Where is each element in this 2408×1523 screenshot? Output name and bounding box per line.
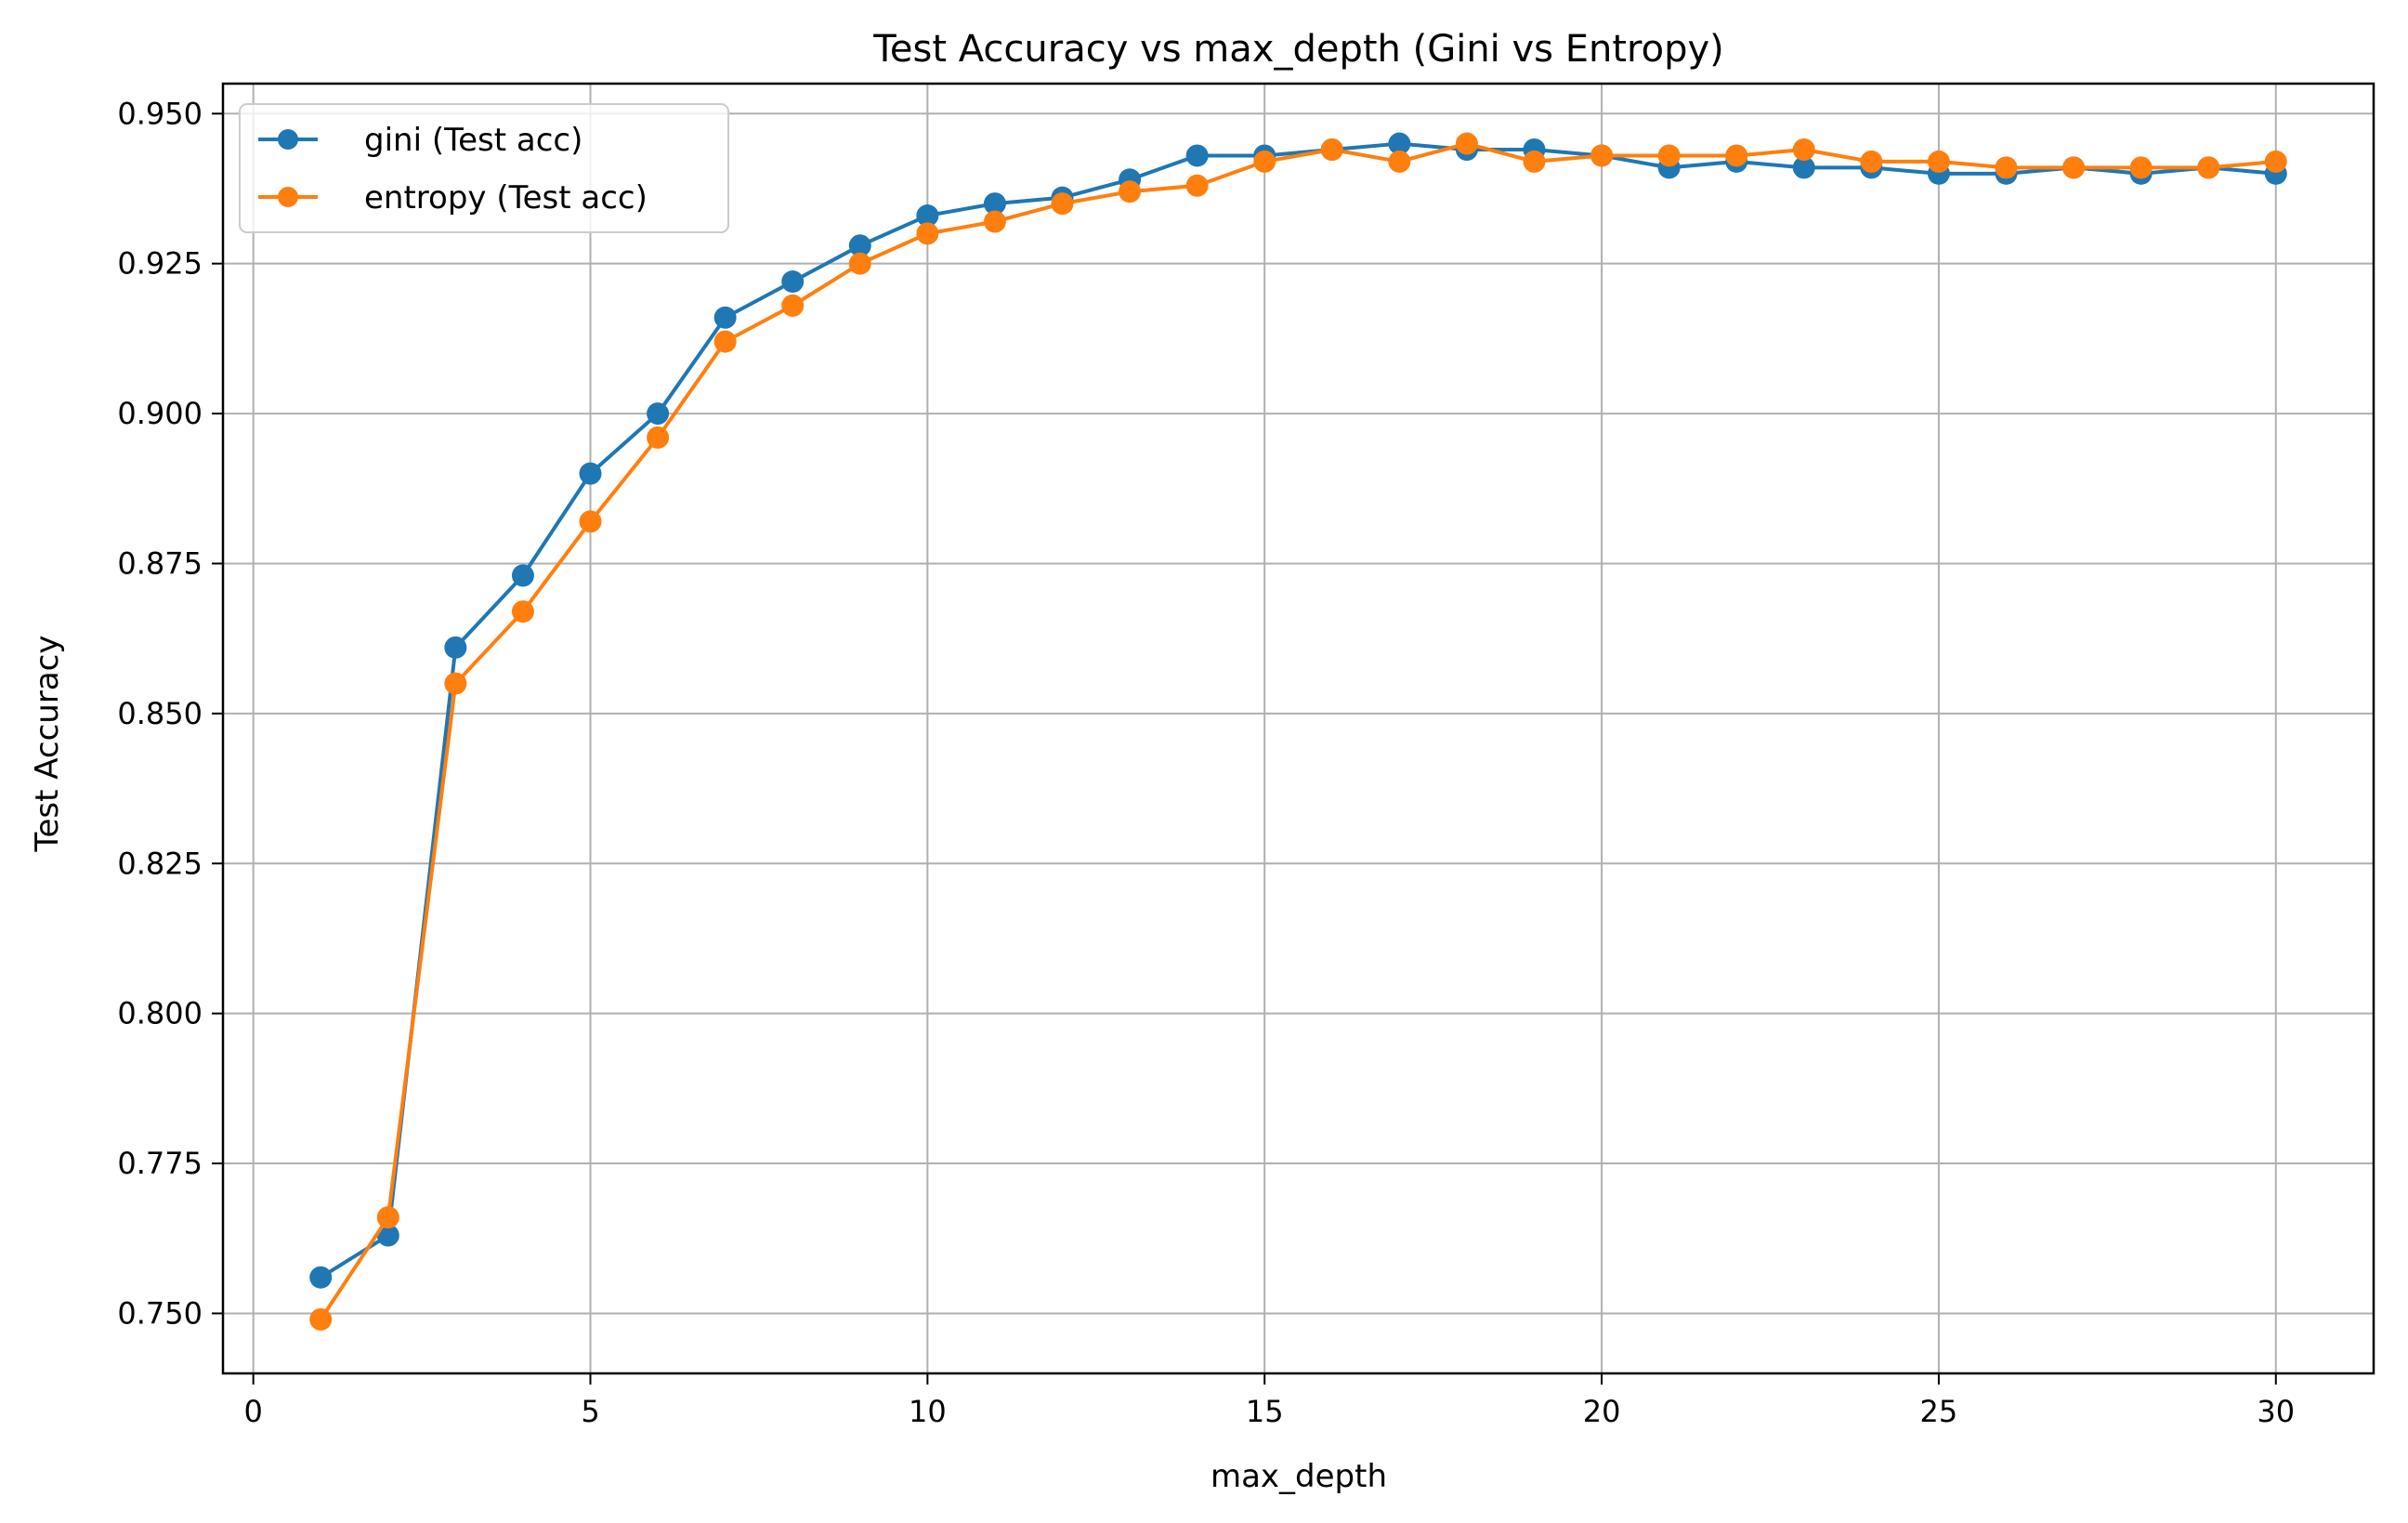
data-point-entropy — [1119, 180, 1142, 204]
y-tick-label: 0.850 — [117, 696, 203, 731]
y-tick-label: 0.900 — [117, 396, 203, 431]
data-point-gini — [647, 402, 670, 426]
chart-title: Test Accuracy vs max_depth (Gini vs Entr… — [872, 28, 1723, 71]
data-point-gini — [781, 270, 805, 294]
y-tick-label: 0.925 — [117, 246, 203, 282]
plot-frame — [221, 82, 2375, 1375]
data-point-entropy — [1523, 150, 1546, 173]
legend: gini (Test acc) entropy (Test acc) — [239, 103, 729, 233]
data-point-entropy — [1388, 150, 1411, 173]
legend-label-entropy: entropy (Test acc) — [364, 179, 648, 217]
data-point-entropy — [511, 600, 534, 624]
data-point-entropy — [309, 1307, 333, 1331]
data-point-entropy — [1995, 156, 2018, 179]
y-tick-label: 0.800 — [117, 996, 203, 1031]
x-tick-label: 20 — [1583, 1394, 1621, 1429]
y-tick-label: 0.750 — [117, 1295, 203, 1331]
data-point-entropy — [1185, 174, 1209, 197]
data-point-entropy — [376, 1206, 399, 1229]
data-point-entropy — [848, 252, 871, 275]
data-point-entropy — [713, 330, 737, 353]
data-point-gini — [309, 1266, 333, 1289]
series-line-entropy — [319, 141, 2276, 1321]
data-point-entropy — [579, 510, 602, 533]
x-tick-label: 5 — [581, 1394, 599, 1429]
series-group — [309, 132, 2287, 1331]
x-tick-label: 15 — [1246, 1394, 1284, 1429]
data-point-entropy — [2062, 156, 2086, 179]
data-point-entropy — [1051, 192, 1074, 216]
data-point-entropy — [1657, 144, 1681, 167]
series-entropy — [309, 132, 2287, 1331]
data-point-gini — [916, 204, 939, 228]
data-point-entropy — [916, 222, 939, 245]
axis-ticks: 0 5 10 15 20 25 30 0.750 0.775 0.800 0.825 0.850 0.8… — [117, 96, 2295, 1429]
data-point-entropy — [1253, 150, 1276, 173]
x-tick-label: 25 — [1920, 1394, 1958, 1429]
data-point-entropy — [2264, 150, 2287, 173]
series-line-gini — [320, 141, 2276, 1280]
x-tick-label: 30 — [2257, 1394, 2295, 1429]
legend-box — [239, 103, 729, 233]
data-point-gini — [1185, 144, 1209, 167]
x-tick-label: 10 — [909, 1394, 947, 1429]
data-point-gini — [376, 1224, 399, 1247]
data-point-gini — [1388, 132, 1411, 155]
data-point-gini — [983, 192, 1006, 216]
data-point-entropy — [444, 672, 467, 695]
data-point-entropy — [2129, 156, 2153, 179]
data-point-entropy — [1927, 150, 1950, 173]
y-tick-label: 0.950 — [117, 96, 203, 131]
data-point-gini — [579, 462, 602, 485]
y-tick-label: 0.875 — [117, 545, 203, 581]
data-point-gini — [713, 306, 737, 329]
y-tick-label: 0.775 — [117, 1146, 203, 1181]
data-point-gini — [848, 234, 871, 257]
y-axis-label: Test Accuracy — [29, 636, 66, 853]
legend-marker-gini — [278, 129, 298, 150]
data-point-gini — [1792, 156, 1815, 179]
data-point-entropy — [2197, 156, 2220, 179]
data-point-entropy — [1590, 144, 1614, 167]
data-point-entropy — [1725, 144, 1748, 167]
data-point-entropy — [647, 426, 670, 449]
data-point-entropy — [781, 294, 805, 317]
data-point-entropy — [983, 210, 1006, 233]
data-point-gini — [511, 564, 534, 587]
data-point-entropy — [1455, 132, 1478, 155]
data-point-entropy — [1860, 150, 1883, 173]
legend-marker-entropy — [278, 187, 298, 207]
grid — [223, 84, 2374, 1373]
y-tick-label: 0.825 — [117, 846, 203, 881]
x-tick-label: 0 — [243, 1394, 262, 1429]
data-point-entropy — [1792, 138, 1815, 162]
legend-label-gini: gini (Test acc) — [364, 122, 582, 159]
data-point-entropy — [1320, 138, 1343, 162]
data-point-gini — [444, 636, 467, 659]
x-axis-label: max_depth — [1211, 1458, 1387, 1495]
